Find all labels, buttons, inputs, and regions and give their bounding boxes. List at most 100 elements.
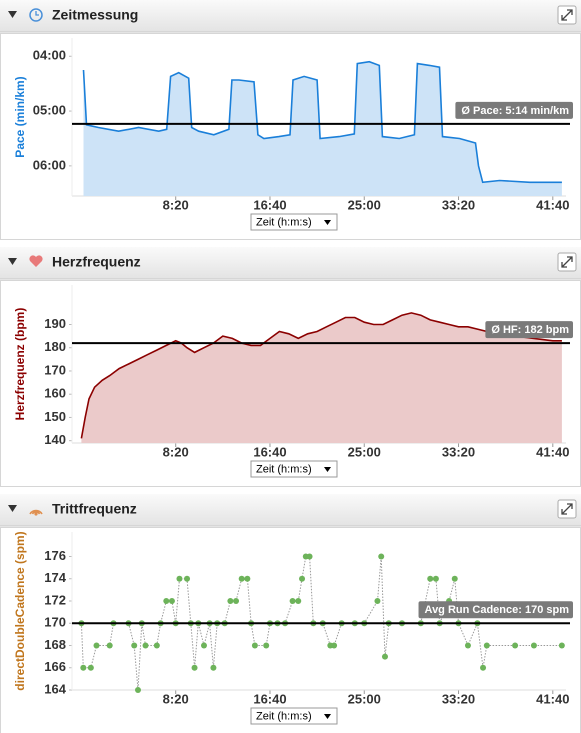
- expand-icon: [561, 503, 573, 515]
- point: [87, 664, 94, 671]
- point: [331, 642, 338, 649]
- reference-label-box: [485, 321, 573, 339]
- x-tick-label: 16:40: [253, 444, 286, 459]
- area: [83, 61, 562, 197]
- select-arrow: [324, 467, 331, 472]
- panel-header: [0, 0, 581, 32]
- y-axis-label: Pace (min/km): [13, 76, 27, 157]
- point: [233, 597, 240, 604]
- x-tick-label: 8:20: [163, 197, 189, 212]
- point: [142, 642, 149, 649]
- y-tick-label: 150: [44, 409, 66, 424]
- panel-title: Herzfrequenz: [52, 254, 141, 270]
- line: [80, 312, 562, 439]
- point: [306, 553, 313, 560]
- y-axis-label: directDoubleCadence (spm): [13, 531, 27, 690]
- x-axis-select[interactable]: [250, 707, 338, 725]
- point: [374, 597, 381, 604]
- point: [558, 642, 565, 649]
- x-tick-label: 33:20: [442, 444, 475, 459]
- expand-icon: [561, 256, 573, 268]
- x-axis-label: Zeit (h:m:s): [256, 710, 312, 722]
- icon: [29, 509, 43, 515]
- panel-title: Zeitmessung: [52, 7, 138, 23]
- y-tick-label: 180: [44, 339, 66, 354]
- point: [263, 642, 270, 649]
- point: [238, 575, 245, 582]
- point: [432, 575, 439, 582]
- panel: Herzfrequenz 140 150 160 170 180 190 8:20 16:40 2…: [0, 247, 581, 487]
- point: [131, 642, 138, 649]
- icon: [34, 512, 38, 516]
- point: [251, 642, 258, 649]
- y-tick-label: 04:00: [33, 48, 66, 63]
- y-tick-label: 06:00: [33, 157, 66, 172]
- x-tick-label: 41:40: [536, 197, 569, 212]
- icon: [29, 255, 43, 267]
- x-tick-label: 25:00: [348, 691, 381, 706]
- icon: [29, 8, 43, 22]
- panel-header: [0, 247, 581, 279]
- x-axis-select[interactable]: [250, 213, 338, 231]
- point: [289, 597, 296, 604]
- expand-icon: [561, 9, 573, 21]
- reference-label: Avg Run Cadence: 170 spm: [425, 604, 570, 616]
- select-arrow: [324, 714, 331, 719]
- x-tick-label: 33:20: [442, 691, 475, 706]
- x-axis-select[interactable]: [250, 460, 338, 478]
- point: [93, 642, 100, 649]
- collapse-toggle[interactable]: [8, 11, 17, 18]
- x-tick-label: 16:40: [253, 197, 286, 212]
- point: [80, 664, 87, 671]
- x-tick-label: 8:20: [163, 691, 189, 706]
- point: [153, 642, 160, 649]
- point: [295, 597, 302, 604]
- icon: [35, 11, 39, 16]
- y-tick-label: 190: [44, 316, 66, 331]
- panel-header: [0, 494, 581, 526]
- point: [184, 575, 191, 582]
- point: [168, 597, 175, 604]
- x-tick-label: 33:20: [442, 197, 475, 212]
- x-axis-label: Zeit (h:m:s): [256, 216, 312, 228]
- point: [480, 664, 487, 671]
- y-tick-label: 166: [44, 659, 66, 674]
- x-tick-label: 41:40: [536, 444, 569, 459]
- x-tick-label: 25:00: [348, 444, 381, 459]
- collapse-toggle[interactable]: [8, 258, 17, 265]
- y-tick-label: 168: [44, 637, 66, 652]
- y-tick-label: 172: [44, 592, 66, 607]
- x-axis-label: Zeit (h:m:s): [256, 463, 312, 475]
- panel-title: Trittfrequenz: [52, 501, 137, 517]
- y-tick-label: 140: [44, 432, 66, 447]
- y-tick-label: 05:00: [33, 103, 66, 118]
- panel: Zeitmessung 04:00 05:00 06:00 8:20 16:40 25:00…: [0, 0, 581, 240]
- point: [106, 642, 113, 649]
- y-tick-label: 170: [44, 362, 66, 377]
- y-tick-label: 170: [44, 615, 66, 630]
- area: [81, 312, 562, 443]
- point: [299, 575, 306, 582]
- y-tick-label: 160: [44, 386, 66, 401]
- reference-label: Ø HF: 182 bpm: [491, 324, 569, 336]
- point: [427, 575, 434, 582]
- point: [512, 642, 519, 649]
- y-tick-label: 176: [44, 548, 66, 563]
- x-tick-label: 41:40: [536, 691, 569, 706]
- point: [163, 597, 170, 604]
- point: [176, 575, 183, 582]
- collapse-toggle[interactable]: [8, 505, 17, 512]
- point: [227, 597, 234, 604]
- y-axis-label: Herzfrequenz (bpm): [13, 308, 27, 421]
- select-arrow: [324, 220, 331, 225]
- point: [483, 642, 490, 649]
- point: [191, 664, 198, 671]
- x-tick-label: 8:20: [163, 444, 189, 459]
- y-tick-label: 164: [44, 681, 66, 696]
- y-tick-label: 174: [44, 570, 66, 585]
- point: [451, 575, 458, 582]
- reference-label-box: [418, 601, 573, 619]
- point: [378, 553, 385, 560]
- point: [464, 642, 471, 649]
